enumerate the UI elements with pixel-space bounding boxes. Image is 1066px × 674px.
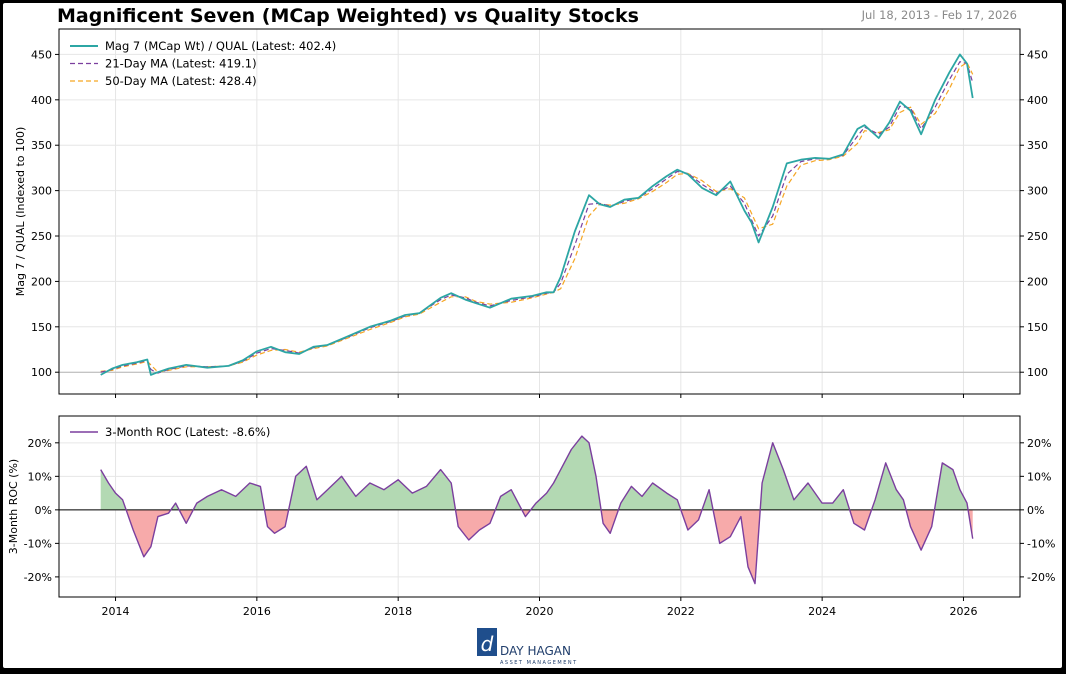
bottom-ytick-label-left: -10% xyxy=(24,537,52,550)
roc-line xyxy=(100,435,974,585)
negative-area xyxy=(264,509,289,534)
top-ytick-label-left: 200 xyxy=(31,275,52,288)
logo-tagline: ASSET MANAGEMENT xyxy=(500,660,578,666)
top-plot: 100 100 150 150 200 200 250 250 300 300 350 350 400 4… xyxy=(14,28,1048,398)
bottom-ylabel: 3-Month ROC (%) xyxy=(7,459,20,554)
chart-title: Magnificent Seven (MCap Weighted) vs Qua… xyxy=(57,5,639,27)
top-ytick-label-right: 250 xyxy=(1027,230,1048,243)
positive-area xyxy=(702,489,714,510)
top-ytick-label-right: 100 xyxy=(1027,366,1048,379)
top-ytick-label-left: 350 xyxy=(31,139,52,152)
xtick-label: 2024 xyxy=(808,605,836,618)
legend-label-roc: 3-Month ROC (Latest: -8.6%) xyxy=(105,425,270,439)
positive-area xyxy=(934,462,969,510)
top-ytick-label-left: 400 xyxy=(31,94,52,107)
day-hagan-logo: d DAY HAGAN ASSET MANAGEMENT xyxy=(477,628,578,666)
negative-area xyxy=(713,509,761,584)
ma50-line xyxy=(100,61,974,373)
bottom-legend: 3-Month ROC (Latest: -8.6%) xyxy=(70,425,270,439)
bottom-ytick-label-right: 20% xyxy=(1027,437,1051,450)
positive-area xyxy=(871,462,907,510)
bottom-ytick-label-right: 10% xyxy=(1027,470,1051,483)
top-ytick-label-right: 300 xyxy=(1027,185,1048,198)
legend-label-ratio-line: Mag 7 (MCap Wt) / QUAL (Latest: 402.4) xyxy=(105,39,336,53)
negative-area xyxy=(906,509,935,551)
logo-mark xyxy=(477,628,497,656)
positive-area xyxy=(288,466,456,510)
top-ytick-label-right: 150 xyxy=(1027,321,1048,334)
top-ytick-label-right: 400 xyxy=(1027,94,1048,107)
top-ytick-label-right: 450 xyxy=(1027,48,1048,61)
xtick-label: 2020 xyxy=(526,605,554,618)
top-ytick-label-right: 200 xyxy=(1027,275,1048,288)
bottom-ytick-label-right: -10% xyxy=(1027,537,1055,550)
chart-frame xyxy=(3,3,1062,668)
bottom-plot: -20% -20% -10% -10% 0% 0% 10% 10% 20% 20% 2014 2016… xyxy=(7,415,1055,618)
bottom-ytick-label-left: -20% xyxy=(24,571,52,584)
positive-area xyxy=(100,469,127,510)
negative-area xyxy=(601,509,619,534)
bottom-ytick-label-left: 0% xyxy=(35,504,52,517)
xtick-label: 2026 xyxy=(949,605,977,618)
xtick-label: 2022 xyxy=(667,605,695,618)
bottom-ytick-label-left: 20% xyxy=(28,437,52,450)
positive-area xyxy=(193,483,265,510)
top-ytick-label-right: 350 xyxy=(1027,139,1048,152)
top-ytick-label-left: 450 xyxy=(31,48,52,61)
negative-area xyxy=(455,509,496,540)
bottom-ytick-label-left: 10% xyxy=(28,470,52,483)
negative-area xyxy=(126,509,171,557)
top-ytick-label-left: 100 xyxy=(31,366,52,379)
negative-area xyxy=(179,509,194,524)
top-ylabel: Mag 7 / QUAL (Indexed to 100) xyxy=(14,127,27,297)
legend-label-ma21-line: 21-Day MA (Latest: 419.1) xyxy=(105,57,257,71)
xtick-label: 2018 xyxy=(384,605,412,618)
positive-area xyxy=(495,489,522,510)
top-legend: Mag 7 (MCap Wt) / QUAL (Latest: 402.4) 21… xyxy=(70,39,336,88)
top-ytick-label-left: 150 xyxy=(31,321,52,334)
top-ytick-label-left: 300 xyxy=(31,185,52,198)
date-range: Jul 18, 2013 - Feb 17, 2026 xyxy=(861,8,1017,22)
xtick-label: 2016 xyxy=(243,605,271,618)
negative-area xyxy=(680,509,702,530)
legend-label-ma50-line: 50-Day MA (Latest: 428.4) xyxy=(105,74,257,88)
logo-mark-letter: d xyxy=(481,632,494,656)
bottom-ytick-label-right: 0% xyxy=(1027,504,1044,517)
bottom-ytick-label-right: -20% xyxy=(1027,571,1055,584)
positive-area xyxy=(760,442,850,510)
xtick-label: 2014 xyxy=(102,605,130,618)
positive-area xyxy=(170,503,180,510)
ratio-line xyxy=(100,53,974,376)
logo-name: DAY HAGAN xyxy=(500,644,571,658)
top-ytick-label-left: 250 xyxy=(31,230,52,243)
